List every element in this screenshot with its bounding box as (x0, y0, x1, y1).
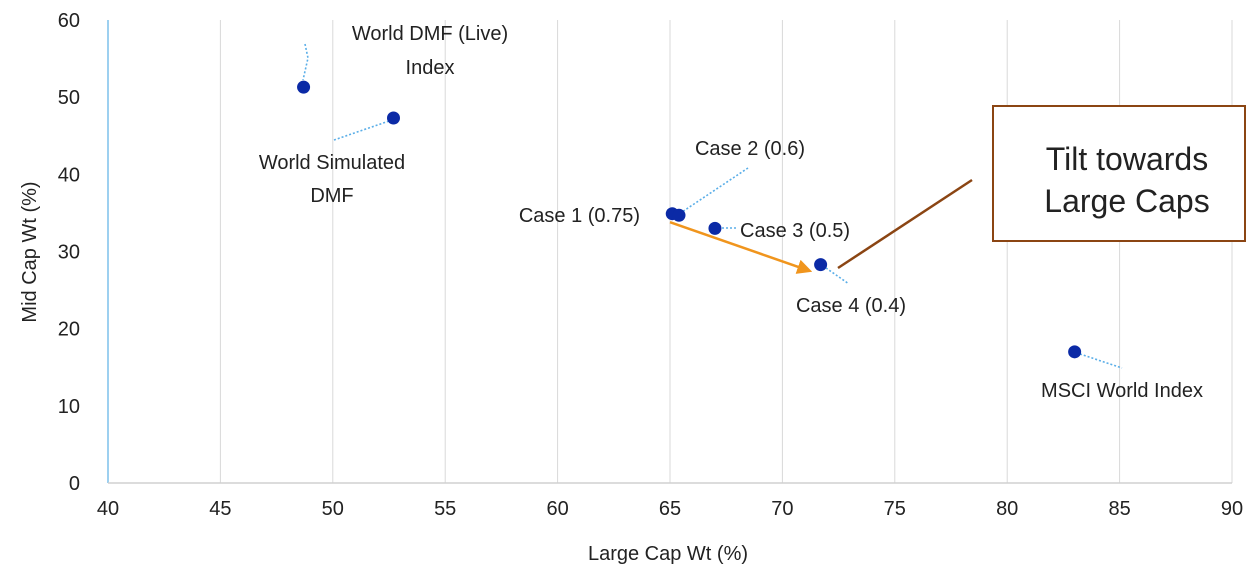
y-axis-title: Mid Cap Wt (%) (19, 181, 41, 322)
y-tick-label: 60 (58, 10, 80, 32)
point-label: MSCI World Index (1041, 380, 1203, 402)
point-label: World Simulated (259, 152, 405, 174)
annotation: Tilt towards Large Caps (669, 105, 1246, 274)
x-tick-label: 70 (771, 498, 793, 520)
x-tick-label: 45 (209, 498, 231, 520)
axes (107, 20, 1232, 484)
point-label: Index (406, 57, 455, 79)
point-label: Case 1 (0.75) (519, 205, 640, 227)
data-point (386, 111, 400, 125)
data-point (1068, 345, 1082, 359)
data-points (297, 80, 1082, 359)
x-tick-label: 85 (1108, 498, 1130, 520)
grid-lines (219, 20, 1233, 483)
leader-line (302, 43, 309, 81)
y-tick-label: 40 (58, 164, 80, 186)
data-point (672, 208, 686, 222)
x-tick-label: 40 (97, 498, 119, 520)
leader-lines (302, 43, 1123, 369)
leader-line (333, 119, 393, 141)
point-label: Case 4 (0.4) (796, 295, 906, 317)
tilt-arrow (669, 220, 813, 274)
data-point (297, 80, 311, 94)
x-tick-label: 60 (546, 498, 568, 520)
callout-text-line: Tilt towards (1046, 141, 1208, 177)
leader-line (825, 267, 850, 285)
x-tick-label: 90 (1221, 498, 1243, 520)
point-label: Case 2 (0.6) (695, 138, 805, 160)
leader-line (1079, 353, 1123, 369)
y-tick-label: 20 (58, 319, 80, 341)
callout-text-line: Large Caps (1044, 183, 1209, 219)
y-tick-label: 10 (58, 396, 80, 418)
point-label: World DMF (Live) (352, 23, 508, 45)
x-tick-label: 50 (322, 498, 344, 520)
x-tick-label: 80 (996, 498, 1018, 520)
callout-pointer (837, 178, 973, 270)
point-labels: World DMF (Live) Index World Simulated DMF C… (259, 23, 1203, 402)
data-point (814, 258, 828, 272)
y-tick-label: 30 (58, 242, 80, 264)
tick-labels: 40 45 50 55 60 65 70 75 80 85 90 0 10 20 30 40 50 60 (58, 10, 1243, 520)
x-tick-label: 75 (884, 498, 906, 520)
data-point (708, 221, 722, 235)
point-label: Case 3 (0.5) (740, 220, 850, 242)
callout-box (992, 105, 1246, 242)
x-tick-label: 65 (659, 498, 681, 520)
y-tick-label: 0 (69, 473, 80, 495)
y-tick-label: 50 (58, 87, 80, 109)
x-axis-title: Large Cap Wt (%) (588, 543, 748, 565)
leader-line (681, 167, 749, 213)
point-label: DMF (310, 185, 353, 207)
x-tick-label: 55 (434, 498, 456, 520)
